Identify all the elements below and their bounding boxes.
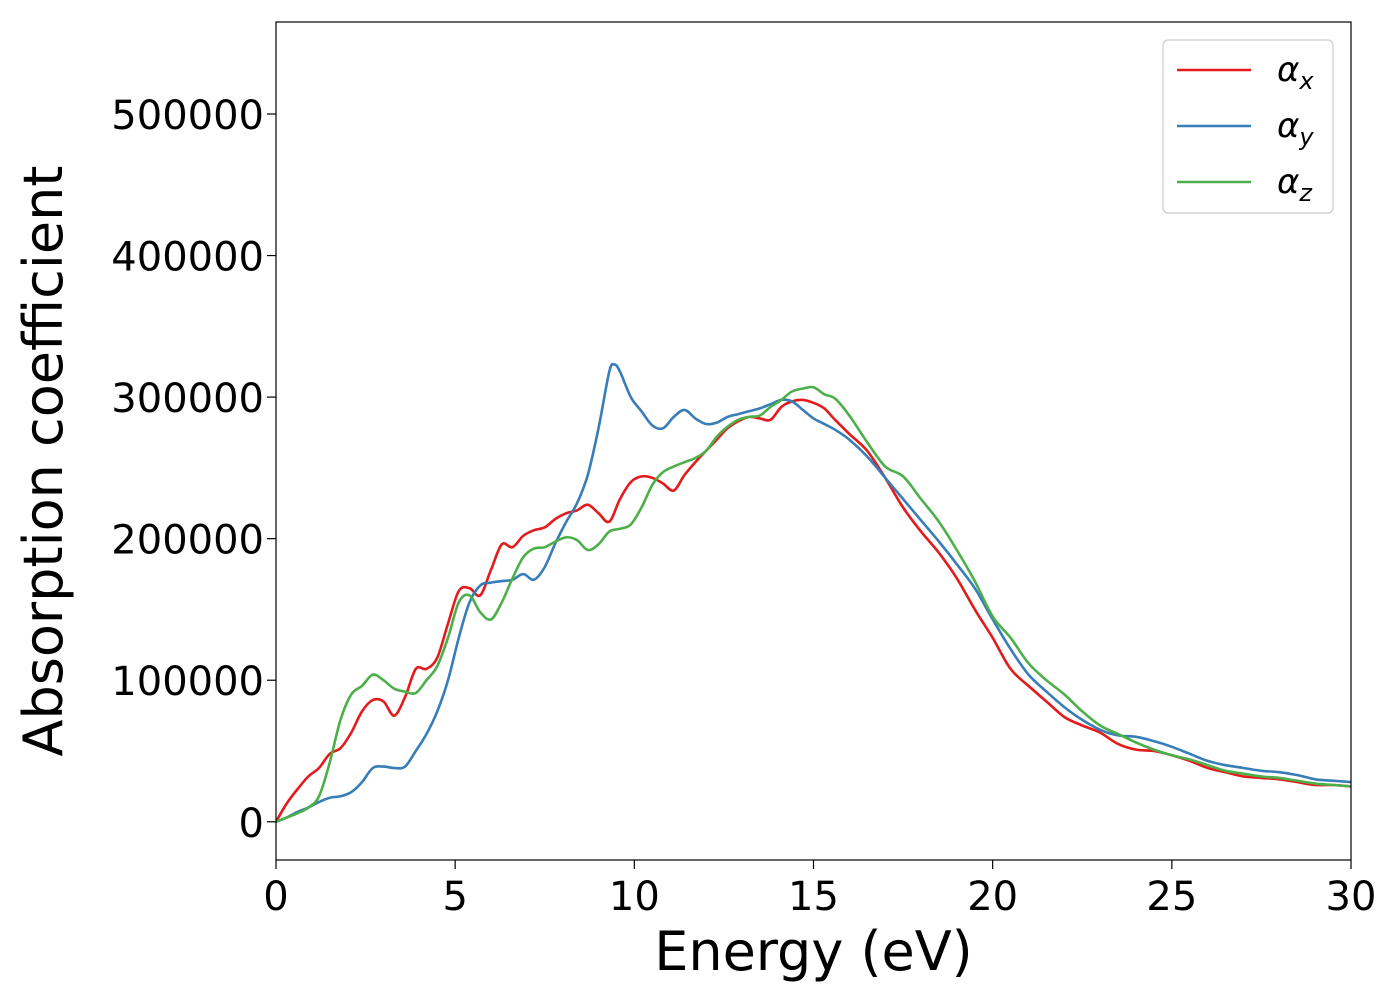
legend-label-z: αz	[1277, 162, 1313, 207]
y-tick-label: 300000	[111, 376, 264, 422]
series-layer	[276, 362, 1351, 824]
y-axis-label: Absorption coefficient	[12, 166, 75, 757]
y-axis: 0 100000 200000 300000 400000 500000	[111, 93, 276, 847]
x-axis: 0 5 10 15 20 25 30	[263, 860, 1376, 920]
y-tick-label: 100000	[111, 659, 264, 705]
x-tick-label: 15	[788, 874, 839, 920]
y-tick-label: 500000	[111, 93, 264, 139]
y-tick-label: 200000	[111, 518, 264, 564]
x-tick-label: 5	[442, 874, 467, 920]
y-tick-label: 0	[239, 801, 264, 847]
x-tick-label: 10	[609, 874, 660, 920]
legend-label-y: αy	[1277, 106, 1314, 151]
x-tick-label: 20	[967, 874, 1018, 920]
series-line-y	[276, 362, 1351, 824]
legend-label-x: αx	[1277, 50, 1314, 95]
legend: αx αy αz	[1162, 39, 1334, 214]
x-tick-label: 25	[1146, 874, 1197, 920]
x-tick-label: 0	[263, 874, 288, 920]
y-tick-label: 400000	[111, 235, 264, 281]
x-axis-label: Energy (eV)	[654, 920, 973, 983]
x-tick-label: 30	[1326, 874, 1377, 920]
series-line-z	[276, 385, 1351, 824]
